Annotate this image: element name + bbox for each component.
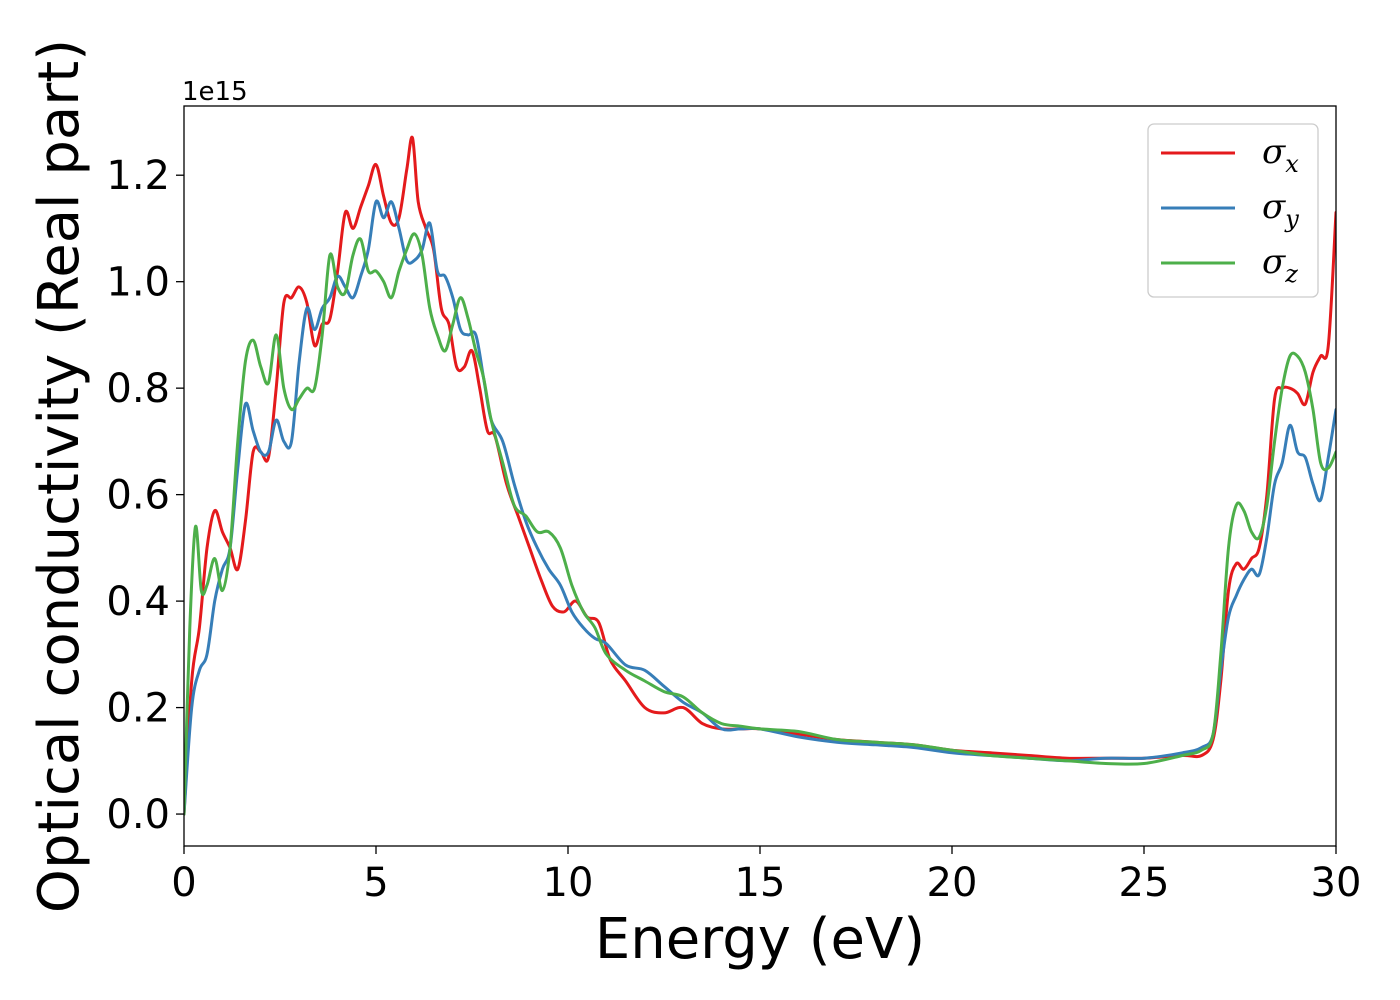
x-axis: 0 5 10 15 20 25 30 — [171, 846, 1361, 906]
x-axis-title: Energy (eV) — [595, 907, 925, 972]
series-line-y — [184, 199, 1336, 816]
x-tick-label: 5 — [363, 860, 388, 906]
y-tick-label: 0.8 — [106, 366, 170, 412]
legend-frame — [1147, 123, 1319, 298]
legend-label-x: σx — [1262, 132, 1299, 178]
series-line-x — [184, 135, 1336, 816]
y-tick-label: 0.0 — [106, 792, 170, 838]
x-tick-label: 0 — [171, 860, 196, 906]
y-tick-label: 1.0 — [106, 260, 170, 306]
y-axis-title: Optical conductivity (Real part) — [27, 39, 92, 913]
x-tick-label: 30 — [1311, 860, 1362, 906]
plot-series-group — [184, 135, 1336, 816]
x-tick-label: 20 — [927, 860, 978, 906]
y-axis: 0.0 0.2 0.4 0.6 0.8 1.0 1.2 — [106, 153, 184, 838]
legend: σx σy σz — [1147, 123, 1319, 298]
y-tick-label: 0.2 — [106, 686, 170, 732]
x-tick-label: 10 — [543, 860, 594, 906]
y-offset-label: 1e15 — [182, 77, 248, 107]
y-tick-label: 0.4 — [106, 579, 170, 625]
legend-label-y: σy — [1262, 187, 1299, 233]
series-line-z — [184, 232, 1336, 816]
x-tick-label: 15 — [735, 860, 786, 906]
legend-label-z: σz — [1262, 242, 1298, 288]
y-tick-label: 1.2 — [106, 153, 170, 199]
x-tick-label: 25 — [1119, 860, 1170, 906]
y-tick-label: 0.6 — [106, 473, 170, 519]
